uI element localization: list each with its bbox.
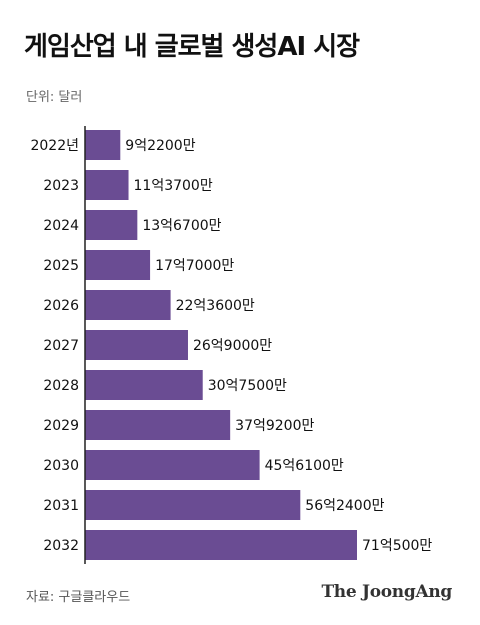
data-label: 30억7500만 bbox=[208, 378, 287, 394]
data-label: 37억9200만 bbox=[235, 418, 314, 434]
data-label: 11억3700만 bbox=[134, 178, 213, 194]
bar bbox=[85, 290, 171, 320]
category-label: 2031 bbox=[43, 498, 79, 514]
bar bbox=[85, 130, 121, 160]
category-label: 2027 bbox=[43, 338, 79, 354]
data-label: 71억500만 bbox=[362, 538, 432, 554]
category-label: 2026 bbox=[43, 298, 79, 314]
bar bbox=[85, 490, 301, 520]
brand-logo: The JoongAng bbox=[321, 582, 452, 602]
category-label: 2022년 bbox=[30, 138, 79, 154]
data-label: 26억9000만 bbox=[193, 338, 272, 354]
bar bbox=[85, 370, 203, 400]
data-label: 9억2200만 bbox=[125, 138, 195, 154]
data-label: 56억2400만 bbox=[305, 498, 384, 514]
bar bbox=[85, 410, 231, 440]
category-label: 2030 bbox=[43, 458, 79, 474]
unit-label: 단위: 달러 bbox=[26, 90, 83, 105]
category-label: 2024 bbox=[43, 218, 79, 234]
bar bbox=[85, 250, 151, 280]
category-label: 2032 bbox=[43, 538, 79, 554]
bar bbox=[85, 330, 188, 360]
category-label: 2025 bbox=[43, 258, 79, 274]
data-label: 22억3600만 bbox=[176, 298, 255, 314]
bar bbox=[85, 530, 357, 560]
bar bbox=[85, 450, 260, 480]
source-note: 자료: 구글클라우드 bbox=[26, 590, 131, 605]
bar bbox=[85, 170, 129, 200]
bar-chart: 2022년 9억2200만 2023 11억3700만 2024 13억6700만 2025… bbox=[30, 126, 432, 564]
category-label: 2029 bbox=[43, 418, 79, 434]
category-label: 2023 bbox=[43, 178, 79, 194]
category-label: 2028 bbox=[43, 378, 79, 394]
chart-title: 게임산업 내 글로벌 생성AI 시장 bbox=[24, 32, 360, 62]
bar bbox=[85, 210, 138, 240]
data-label: 13억6700만 bbox=[142, 218, 221, 234]
data-label: 45억6100만 bbox=[265, 458, 344, 474]
data-label: 17억7000만 bbox=[155, 258, 234, 274]
bars-layer: 2022년 9억2200만 2023 11억3700만 2024 13억6700만 2025… bbox=[30, 130, 432, 560]
